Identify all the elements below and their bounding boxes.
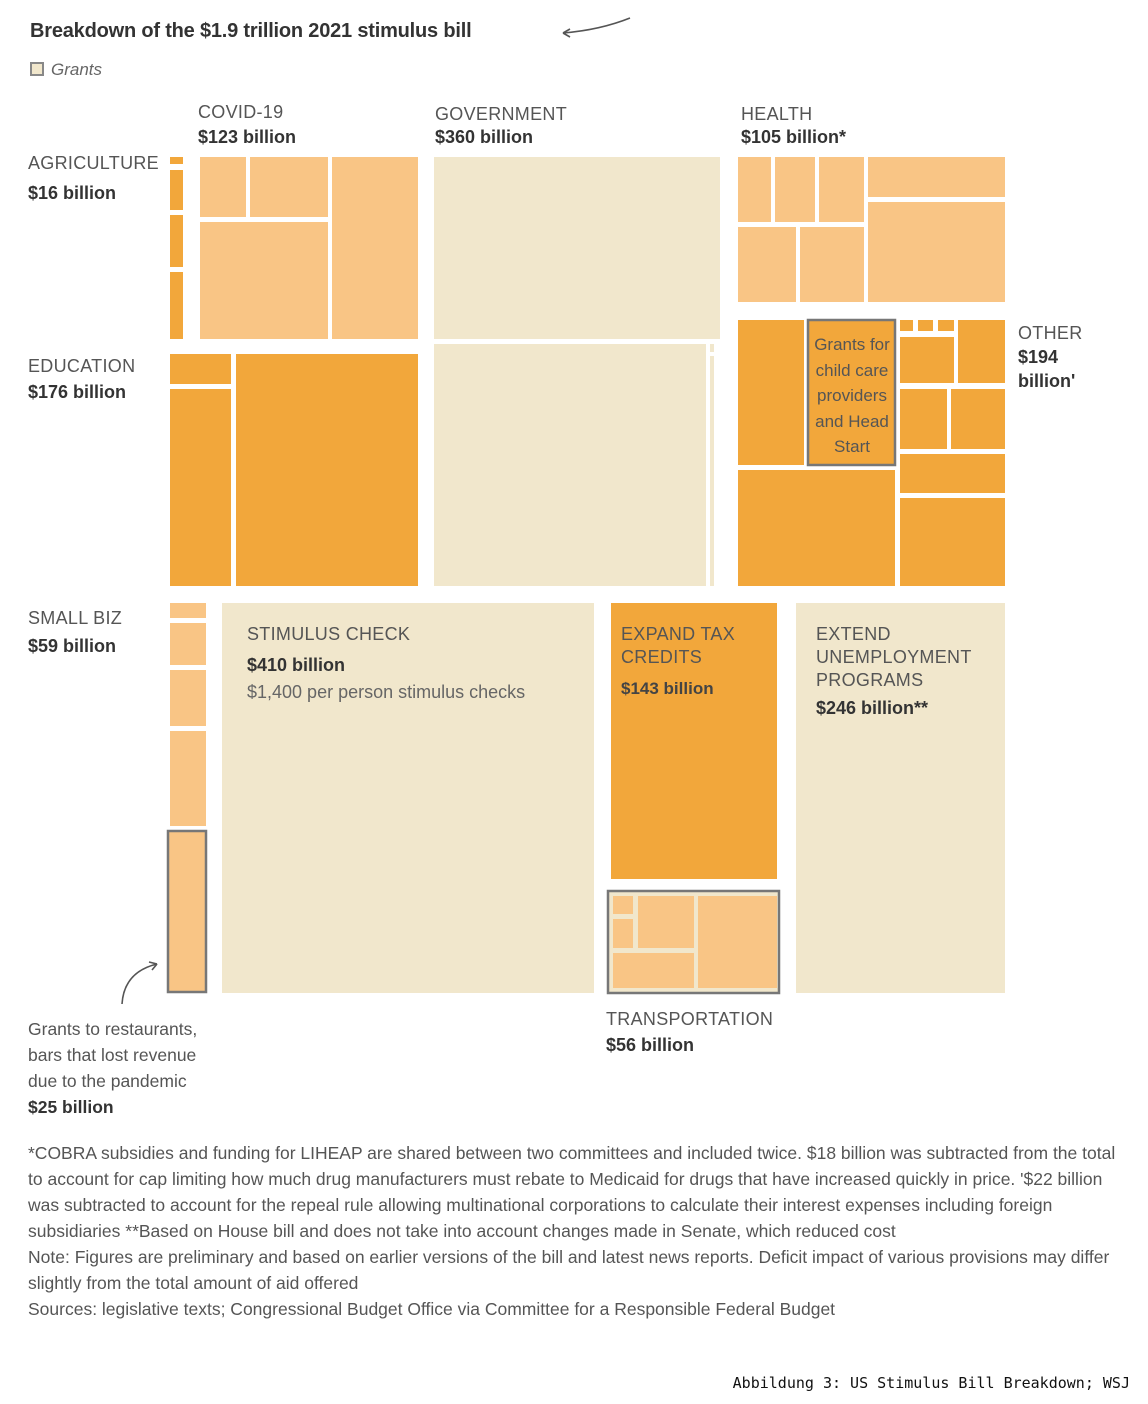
small-biz-label: SMALL BIZ	[28, 608, 123, 628]
unemployment-label-line1: EXTEND	[816, 624, 891, 644]
small-biz-cell	[170, 603, 206, 618]
agriculture-cell	[170, 157, 183, 164]
health-cell	[775, 157, 815, 222]
transportation-cell	[613, 896, 633, 914]
other-amount-line1: $194	[1018, 347, 1059, 367]
health-label: HEALTH	[741, 104, 813, 124]
restaurant-line-3: due to the pandemic	[28, 1071, 187, 1091]
health-cell	[738, 227, 796, 302]
grants-legend-label: Grants	[51, 60, 103, 79]
government-amount: $360 billion	[435, 127, 534, 147]
stimulus-note: $1,400 per person stimulus checks	[247, 682, 526, 702]
other-cell	[900, 454, 1005, 493]
agriculture-cell	[170, 215, 183, 267]
covid-cell	[332, 157, 418, 339]
transportation-label: TRANSPORTATION	[606, 1009, 774, 1029]
covid-cell	[200, 222, 328, 339]
health-cell	[800, 227, 864, 302]
tax-credits-cell	[611, 603, 777, 879]
grants-legend-swatch	[30, 62, 44, 76]
transportation-amount: $56 billion	[606, 1035, 695, 1055]
other-cell	[738, 320, 804, 465]
unemployment-cell	[796, 603, 1005, 993]
education-cell	[170, 354, 231, 384]
footnote-sources: Sources: legislative texts; Congressiona…	[28, 1299, 836, 1319]
agriculture-label: AGRICULTURE	[28, 153, 159, 173]
other-label: OTHER	[1018, 323, 1083, 343]
childcare-line-3: providers	[817, 386, 887, 405]
transportation-cell	[613, 953, 694, 988]
childcare-line-5: Start	[834, 437, 870, 456]
childcare-line-2: child care	[815, 360, 889, 380]
other-cell	[918, 320, 933, 331]
education-cell	[236, 354, 418, 586]
government-cell	[710, 344, 714, 352]
transportation-cell	[638, 896, 694, 948]
agriculture-amount: $16 billion	[28, 183, 117, 203]
other-cell	[951, 389, 1005, 449]
childcare-cell	[806, 318, 897, 467]
stimulus-amount: $410 billion	[247, 655, 346, 675]
tax-amount: $143 billion	[621, 679, 714, 698]
transportation-cell	[613, 919, 633, 948]
covid-cell	[200, 157, 246, 217]
footnotes: *COBRA subsidies and funding for LIHEAP …	[28, 1140, 1123, 1322]
restaurant-annotation: Grants to restaurants, bars that lost re…	[28, 1016, 197, 1120]
agriculture-cell	[170, 272, 183, 339]
other-cell	[900, 498, 1005, 586]
stimulus-check-cell	[222, 603, 594, 993]
restaurant-line-1: Grants to restaurants,	[28, 1019, 198, 1039]
other-amount-line2: billion'	[1018, 371, 1076, 391]
health-cell	[868, 157, 1005, 197]
education-amount: $176 billion	[28, 382, 127, 402]
tax-label-line2: CREDITS	[621, 647, 703, 667]
other-cell	[958, 320, 1005, 383]
other-cell	[938, 320, 954, 331]
unemployment-label-line3: PROGRAMS	[816, 670, 924, 690]
restaurant-line-2: bars that lost revenue	[28, 1045, 197, 1065]
restaurant-grants-cell	[166, 829, 208, 994]
transportation-cell	[698, 896, 777, 988]
footnote-note: Note: Figures are preliminary and based …	[28, 1247, 1110, 1293]
government-cell	[434, 157, 720, 339]
health-cell	[738, 157, 771, 222]
education-cell	[170, 389, 231, 586]
other-cell	[738, 470, 895, 586]
government-cell	[710, 356, 714, 586]
footnote-cobra: *COBRA subsidies and funding for LIHEAP …	[28, 1143, 1116, 1241]
figure-caption: Abbildung 3: US Stimulus Bill Breakdown;…	[732, 1374, 1130, 1392]
title-arrow-icon	[562, 17, 631, 38]
small-biz-cell	[170, 623, 206, 665]
childcare-line-1: Grants for	[814, 335, 890, 354]
restaurant-amount: $25 billion	[28, 1097, 114, 1117]
health-cell	[819, 157, 864, 222]
small-biz-amount: $59 billion	[28, 636, 117, 656]
restaurant-arrow-icon	[121, 961, 158, 1005]
covid-cell	[250, 157, 328, 217]
government-label: GOVERNMENT	[435, 104, 568, 124]
chart-title: Breakdown of the $1.9 trillion 2021 stim…	[30, 20, 472, 42]
health-cell	[868, 202, 1005, 302]
tax-label-line1: EXPAND TAX	[621, 624, 736, 644]
government-cell	[434, 344, 706, 586]
small-biz-cell	[170, 670, 206, 726]
childcare-line-4: and Head	[815, 411, 889, 431]
other-cell	[900, 337, 954, 383]
unemployment-amount: $246 billion**	[816, 698, 929, 718]
education-label: EDUCATION	[28, 356, 136, 376]
small-biz-cell	[170, 731, 206, 826]
covid-amount: $123 billion	[198, 127, 297, 147]
treemap	[166, 157, 1005, 995]
agriculture-cell	[170, 170, 183, 210]
other-cell	[900, 389, 947, 449]
health-amount: $105 billion*	[741, 127, 847, 147]
covid-label: COVID-19	[198, 102, 284, 122]
other-cell	[900, 320, 913, 331]
childcare-annotation: Grants for child care providers and Head…	[810, 332, 894, 460]
unemployment-label-line2: UNEMPLOYMENT	[816, 647, 972, 667]
stimulus-label: STIMULUS CHECK	[247, 624, 411, 644]
